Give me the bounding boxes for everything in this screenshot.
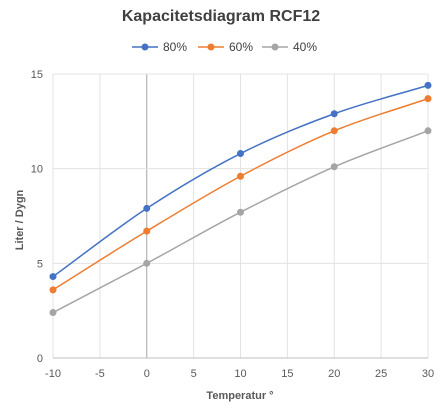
data-point-0-2 bbox=[237, 150, 244, 158]
x-axis-title: Temperatur ° bbox=[206, 390, 273, 402]
data-point-2-1 bbox=[143, 259, 151, 267]
x-tick-label-8: 30 bbox=[422, 368, 434, 380]
y-tick-label-3: 15 bbox=[31, 69, 43, 81]
data-point-1-2 bbox=[237, 172, 244, 180]
y-tick-label-2: 10 bbox=[31, 164, 43, 176]
data-point-2-3 bbox=[330, 163, 338, 171]
x-tick-label-2: 0 bbox=[144, 368, 150, 380]
x-tick-label-4: 10 bbox=[234, 368, 246, 380]
gridlines bbox=[52, 73, 429, 359]
data-point-2-2 bbox=[237, 208, 244, 216]
series-2 bbox=[49, 127, 432, 317]
tick-labels: -10 -5 0 5 10 15 20 25 30 0 5 10 15 bbox=[31, 69, 434, 380]
data-point-1-3 bbox=[330, 127, 338, 135]
x-tick-label-3: 5 bbox=[191, 368, 197, 380]
legend-label-1: 60% bbox=[229, 40, 253, 54]
y-tick-label-0: 0 bbox=[37, 353, 43, 365]
legend-item-2: 40% bbox=[262, 40, 317, 54]
legend-label-2: 40% bbox=[293, 40, 317, 54]
data-point-1-1 bbox=[143, 227, 151, 235]
x-tick-label-0: -10 bbox=[45, 368, 61, 380]
series-group bbox=[49, 81, 432, 317]
legend-swatch-marker-2 bbox=[271, 43, 279, 51]
legend-swatch-marker-1 bbox=[207, 43, 215, 51]
x-tick-label-5: 15 bbox=[281, 368, 293, 380]
data-point-1-4 bbox=[424, 95, 432, 103]
series-1 bbox=[49, 95, 432, 294]
chart-title: Kapacitetsdiagram RCF12 bbox=[122, 8, 320, 25]
legend-label-0: 80% bbox=[163, 40, 187, 54]
series-0 bbox=[49, 81, 432, 281]
y-axis-title: Liter / Dygn bbox=[14, 189, 26, 250]
data-point-2-4 bbox=[424, 127, 432, 135]
x-tick-label-7: 25 bbox=[375, 368, 387, 380]
data-point-1-0 bbox=[49, 286, 57, 294]
legend: 80% 60% 40% bbox=[132, 40, 317, 54]
legend-swatch-marker-0 bbox=[141, 43, 149, 51]
data-point-0-1 bbox=[143, 204, 151, 212]
data-point-0-3 bbox=[330, 110, 338, 118]
data-point-0-0 bbox=[49, 273, 57, 281]
legend-item-0: 80% bbox=[132, 40, 187, 54]
data-point-2-0 bbox=[49, 309, 57, 317]
x-tick-label-1: -5 bbox=[95, 368, 105, 380]
y-tick-label-1: 5 bbox=[37, 258, 43, 270]
legend-item-1: 60% bbox=[198, 40, 253, 54]
x-tick-label-6: 20 bbox=[328, 368, 340, 380]
data-point-0-4 bbox=[424, 81, 432, 89]
